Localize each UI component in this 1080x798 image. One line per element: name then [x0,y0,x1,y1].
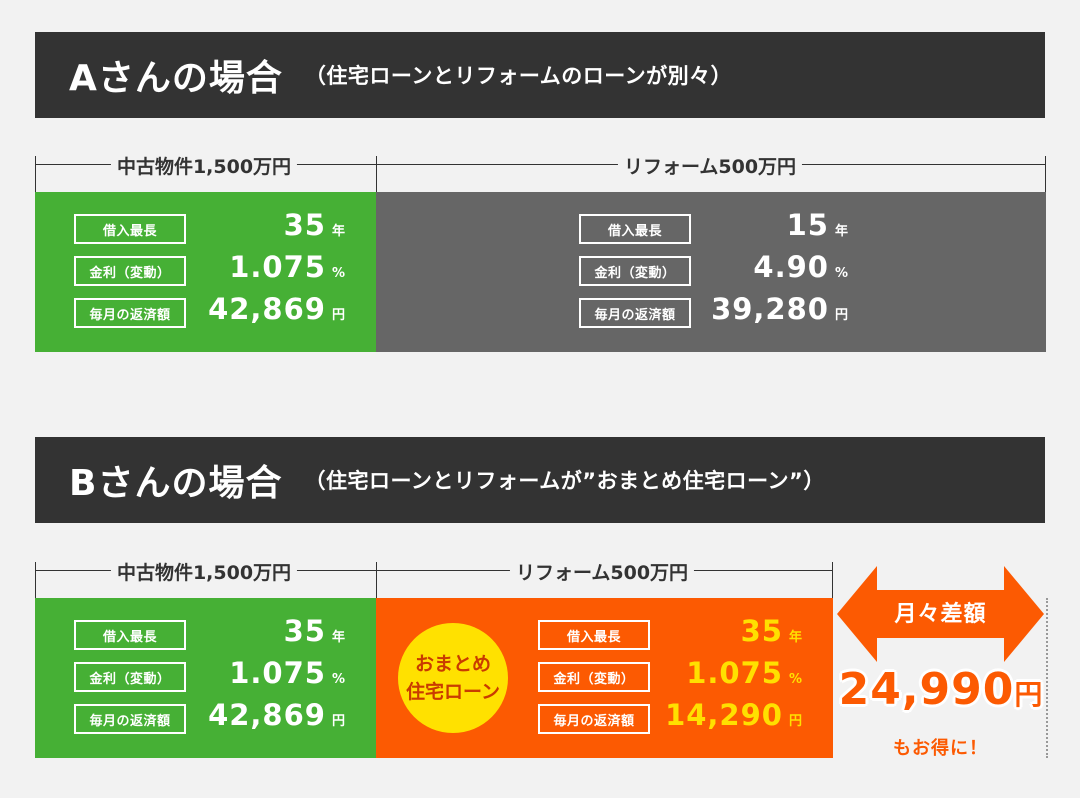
monthly-payment-tag: 毎月の返済額 [74,298,186,328]
case-b-combined-panel: おまとめ 住宅ローン 借入最長 35 年 金利（変動） 1.075% 毎月の返済額… [376,598,833,758]
monthly-difference-amount: 24,990円 [838,664,1044,715]
monthly-payment-tag: 毎月の返済額 [579,298,691,328]
badge-line-2: 住宅ローン [405,681,501,703]
divider-dotted-line [1046,598,1048,758]
loan-term-row: 借入最長 35 年 [538,614,803,650]
combined-loan-badge: おまとめ 住宅ローン [398,623,508,733]
case-b-title: Bさんの場合 [69,463,283,504]
loan-term-value: 15 年 [786,208,849,242]
monthly-payment-tag: 毎月の返済額 [74,704,186,734]
case-b-left-label: 中古物件1,500万円 [110,558,298,585]
case-a-title: Aさんの場合 [69,58,283,99]
interest-rate-row: 金利（変動） 1.075% [538,656,803,692]
monthly-payment-value: 42,869 円 [208,698,346,732]
case-a-subtitle: （住宅ローンとリフォームのローンが別々） [304,64,733,88]
case-a-right-label: リフォーム500万円 [617,152,803,179]
case-b-subtitle: （住宅ローンとリフォームが”おまとめ住宅ローン”） [304,469,825,493]
interest-rate-value: 1.075% [229,656,346,690]
case-a-reform-panel: 借入最長 15 年 金利（変動） 4.90% 毎月の返済額 39,280 円 [376,192,1046,352]
loan-term-row: 借入最長 35 年 [74,208,374,244]
monthly-payment-value: 42,869 円 [208,292,346,326]
case-a-right-bracket: リフォーム500万円 [376,152,1046,192]
interest-rate-row: 金利（変動） 1.075% [74,250,374,286]
interest-rate-value: 1.075% [229,250,346,284]
monthly-payment-tag: 毎月の返済額 [538,704,650,734]
monthly-payment-row: 毎月の返済額 39,280 円 [579,292,849,328]
interest-rate-tag: 金利（変動） [74,662,186,692]
case-b-header: Bさんの場合 （住宅ローンとリフォームが”おまとめ住宅ローン”） [35,437,1045,523]
savings-tagline: もお得に！ [893,738,988,759]
monthly-payment-value: 39,280 円 [711,292,849,326]
case-b-property-panel: 借入最長 35 年 金利（変動） 1.075% 毎月の返済額 42,869 円 [35,598,376,758]
double-arrow-icon [837,566,1044,662]
monthly-difference-label: 月々差額 [894,602,987,627]
loan-term-value: 35 年 [283,208,346,242]
case-a-left-bracket: 中古物件1,500万円 [35,152,377,192]
badge-line-1: おまとめ [414,653,491,675]
loan-term-tag: 借入最長 [579,214,691,244]
monthly-payment-row: 毎月の返済額 42,869 円 [74,292,374,328]
interest-rate-row: 金利（変動） 4.90% [579,250,849,286]
loan-term-row: 借入最長 15 年 [579,208,849,244]
loan-term-tag: 借入最長 [538,620,650,650]
case-a-header: Aさんの場合 （住宅ローンとリフォームのローンが別々） [35,32,1045,118]
interest-rate-value: 4.90% [753,250,849,284]
loan-term-value: 35 年 [740,614,803,648]
monthly-payment-row: 毎月の返済額 14,290 円 [538,698,803,734]
interest-rate-tag: 金利（変動） [579,256,691,286]
case-b-right-label: リフォーム500万円 [509,558,695,585]
monthly-payment-value: 14,290 円 [665,698,803,732]
interest-rate-value: 1.075% [686,656,803,690]
loan-term-tag: 借入最長 [74,214,186,244]
case-b-left-bracket: 中古物件1,500万円 [35,558,377,598]
loan-term-tag: 借入最長 [74,620,186,650]
loan-term-row: 借入最長 35 年 [74,614,374,650]
case-b-right-bracket: リフォーム500万円 [376,558,833,598]
loan-term-value: 35 年 [283,614,346,648]
monthly-payment-row: 毎月の返済額 42,869 円 [74,698,374,734]
case-a-left-label: 中古物件1,500万円 [110,152,298,179]
case-a-property-panel: 借入最長 35 年 金利（変動） 1.075% 毎月の返済額 42,869 円 [35,192,376,352]
interest-rate-tag: 金利（変動） [538,662,650,692]
interest-rate-tag: 金利（変動） [74,256,186,286]
interest-rate-row: 金利（変動） 1.075% [74,656,374,692]
